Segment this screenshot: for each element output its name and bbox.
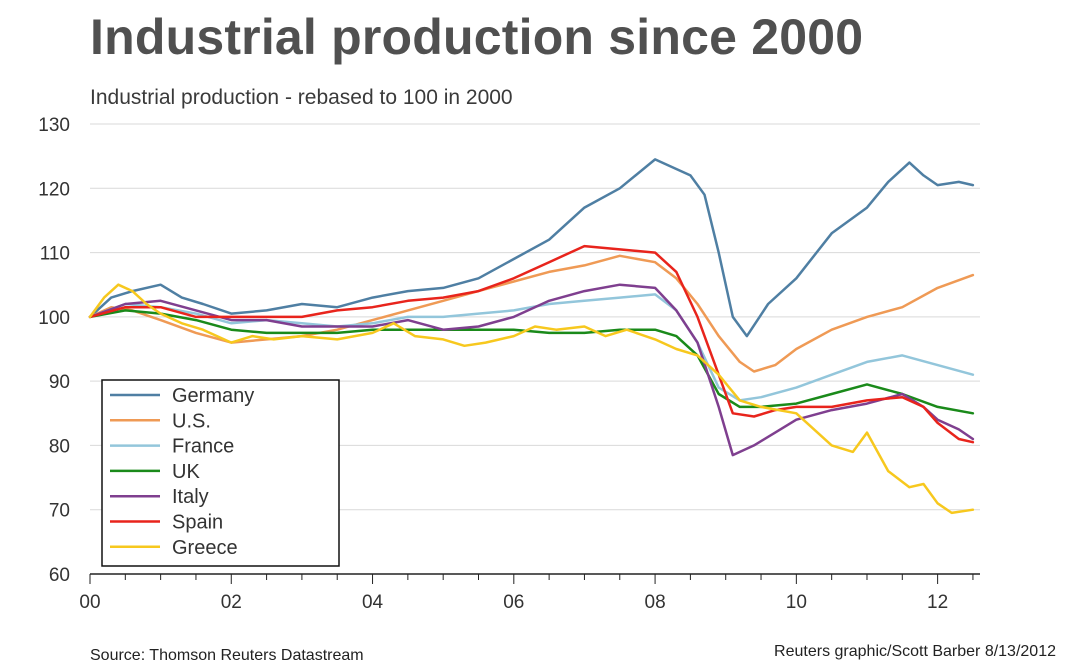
credit-note: Reuters graphic/Scott Barber 8/13/2012 xyxy=(774,643,1056,660)
y-tick-label-70: 70 xyxy=(49,501,70,522)
source-note: Source: Thomson Reuters Datastream xyxy=(90,647,364,664)
series-line-greece xyxy=(88,283,975,515)
x-tick-label-12: 12 xyxy=(927,592,948,613)
series-line-france xyxy=(88,293,975,402)
legend-label-us: U.S. xyxy=(172,410,211,432)
y-tick-label-60: 60 xyxy=(49,565,70,586)
x-tick-label-04: 04 xyxy=(362,592,384,613)
legend-label-spain: Spain xyxy=(172,512,223,534)
series-line-germany xyxy=(88,158,975,338)
y-tick-label-120: 120 xyxy=(38,179,70,200)
legend-label-greece: Greece xyxy=(172,537,238,559)
x-tick-label-00: 00 xyxy=(79,592,100,613)
x-tick-label-08: 08 xyxy=(645,592,666,613)
legend-label-germany: Germany xyxy=(172,385,254,407)
series-line-us xyxy=(88,254,975,373)
y-tick-label-80: 80 xyxy=(49,436,70,457)
chart-title: Industrial production since 2000 xyxy=(90,9,864,65)
series-lines xyxy=(88,158,975,515)
series-line-uk xyxy=(88,309,975,415)
y-tick-label-130: 130 xyxy=(38,115,70,136)
y-tick-label-90: 90 xyxy=(49,372,70,393)
chart-subtitle: Industrial production - rebased to 100 i… xyxy=(90,86,513,109)
y-tick-label-110: 110 xyxy=(40,244,70,265)
series-line-italy xyxy=(88,283,975,457)
axes: 60 70 80 90 100 110 120 130 00 02 04 06 08 10 12 xyxy=(38,115,980,613)
x-tick-label-02: 02 xyxy=(221,592,242,613)
series-line-spain xyxy=(88,244,975,444)
legend: Germany U.S. France UK Italy Spain Greece xyxy=(101,379,340,567)
legend-label-uk: UK xyxy=(172,461,200,483)
legend-label-italy: Italy xyxy=(172,486,209,508)
x-tick-label-06: 06 xyxy=(503,592,524,613)
legend-box xyxy=(101,379,340,567)
x-tick-label-10: 10 xyxy=(786,592,807,613)
legend-label-france: France xyxy=(172,436,234,458)
y-tick-label-100: 100 xyxy=(38,308,70,329)
